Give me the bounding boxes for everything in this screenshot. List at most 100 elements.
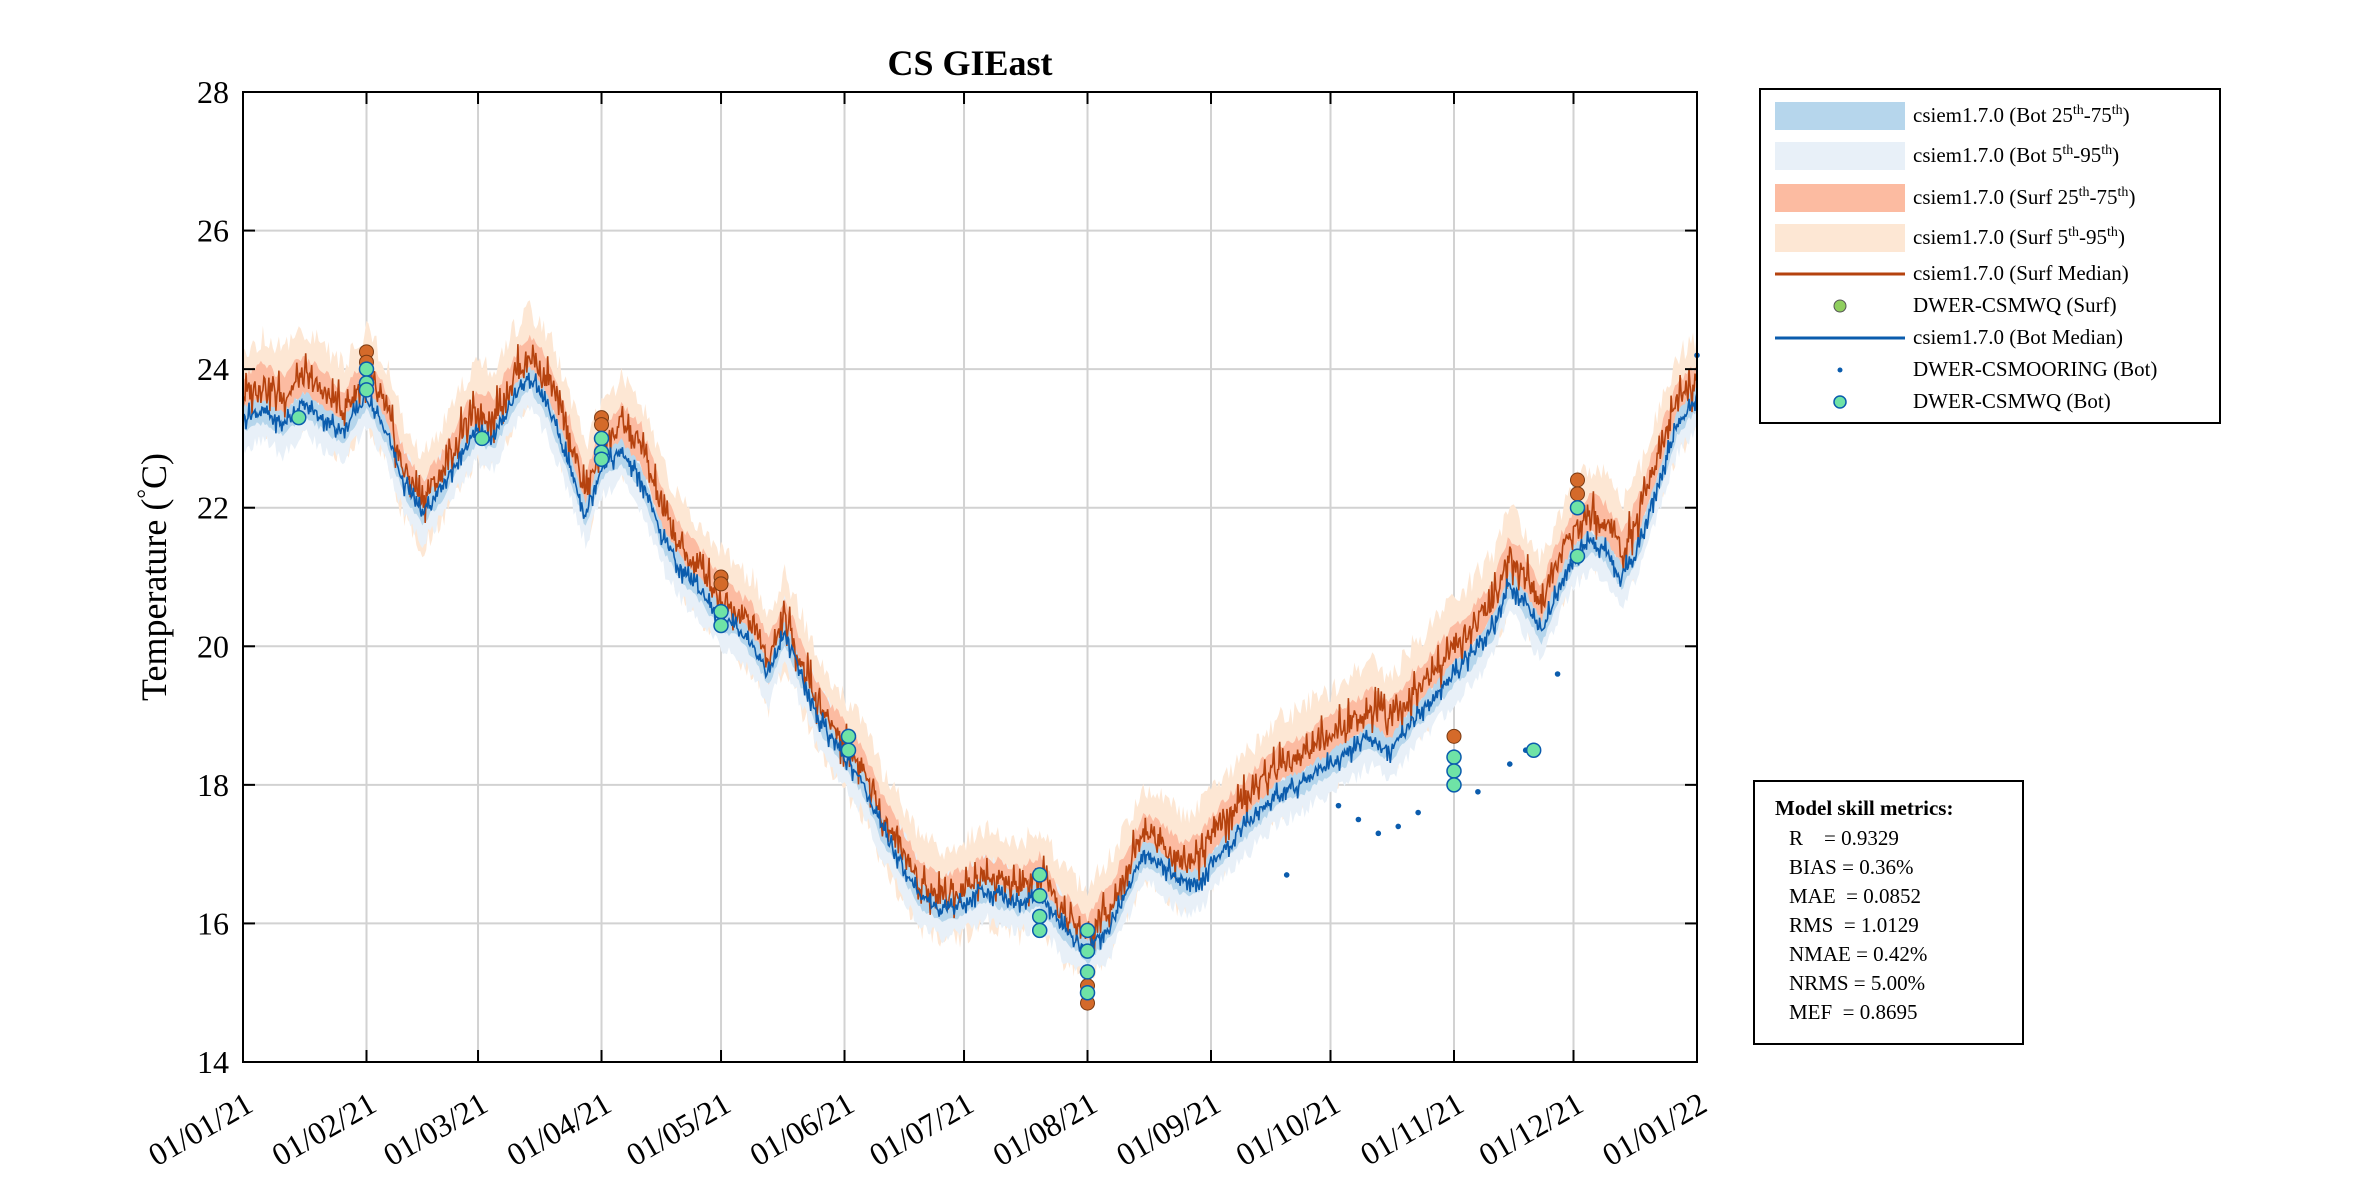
- obs-bot-point: [358, 382, 375, 398]
- legend-item-bot-5-95: csiem1.7.0 (Bot 5th-95th): [1761, 140, 2219, 172]
- mooring-point: [1506, 761, 1513, 767]
- y-tick-label: 24: [197, 351, 229, 387]
- legend-label: DWER-CSMWQ (Bot): [1913, 389, 2111, 413]
- legend-label: csiem1.7.0 (Bot 25th-75th): [1913, 103, 2130, 127]
- mooring-point: [1395, 823, 1402, 830]
- obs-surf-point: [1569, 486, 1585, 502]
- x-tick-label: 01/04/21: [500, 1085, 617, 1173]
- obs-bot-point: [291, 409, 307, 426]
- y-label-degree: °: [134, 489, 160, 499]
- obs-bot-point: [1079, 922, 1096, 939]
- legend-label: csiem1.7.0 (Bot 5th-95th): [1913, 143, 2120, 167]
- legend-item-bot-median: csiem1.7.0 (Bot Median): [1761, 322, 2219, 354]
- x-tick-label: 01/10/21: [1229, 1085, 1346, 1173]
- obs-surf-point: [1446, 728, 1462, 744]
- y-label-unit: C): [134, 453, 174, 489]
- obs-bot-point: [1079, 984, 1096, 1001]
- y-tick-label: 20: [197, 628, 229, 664]
- band-csiem1-7-0-surf-25th-75th-: [243, 334, 1697, 958]
- obs-bot-point: [1079, 964, 1096, 980]
- x-tick-label: 01/12/21: [1472, 1085, 1589, 1173]
- metric-mef: MEF = 0.8695: [1789, 1000, 1918, 1024]
- legend-label: DWER-CSMWQ (Surf): [1913, 293, 2117, 317]
- y-tick-label: 26: [197, 213, 229, 249]
- y-tick-label: 18: [197, 767, 229, 803]
- x-tick-label: 01/03/21: [377, 1085, 494, 1173]
- metric-bias: BIAS = 0.36%: [1789, 855, 1914, 879]
- legend: csiem1.7.0 (Bot 25th-75th) csiem1.7.0 (B…: [1759, 88, 2221, 424]
- x-tick-label: 01/09/21: [1110, 1085, 1227, 1173]
- legend-item-surf-25-75: csiem1.7.0 (Surf 25th-75th): [1761, 182, 2219, 214]
- mooring-point: [1554, 671, 1561, 677]
- obs-bot-point: [593, 451, 610, 467]
- y-axis-label: Temperature (°C): [134, 453, 174, 701]
- metric-mae: MAE = 0.0852: [1789, 884, 1922, 908]
- obs-bot-point: [713, 617, 729, 634]
- obs-bot-point: [1446, 777, 1462, 793]
- legend-item-bot-25-75: csiem1.7.0 (Bot 25th-75th): [1761, 100, 2219, 132]
- x-tick-label: 01/01/22: [1596, 1085, 1713, 1173]
- mooring-point: [1475, 788, 1481, 795]
- obs-surf-point: [713, 576, 729, 592]
- obs-bot-point: [593, 430, 610, 447]
- band-csiem1-7-0-bot-25th-75th-: [243, 366, 1697, 965]
- legend-item-csmwq-surf: DWER-CSMWQ (Surf): [1761, 290, 2219, 322]
- x-tick-label: 01/11/21: [1354, 1085, 1470, 1172]
- skill-metrics-box: Model skill metrics: R = 0.9329 BIAS = 0…: [1753, 780, 2024, 1045]
- legend-item-surf-5-95: csiem1.7.0 (Surf 5th-95th): [1761, 222, 2219, 254]
- metric-nrms: NRMS = 5.00%: [1789, 971, 1926, 995]
- y-tick-label: 14: [197, 1044, 229, 1080]
- obs-bot-point: [474, 430, 490, 447]
- obs-bot-point: [1031, 908, 1048, 925]
- obs-bot-point: [840, 728, 857, 745]
- series-line-csiem1-7-0-surf-median-: [242, 344, 1698, 951]
- x-tick-label: 01/05/21: [620, 1085, 737, 1173]
- obs-surf-point: [1569, 472, 1585, 488]
- metric-nmae: NMAE = 0.42%: [1789, 942, 1928, 966]
- mooring-point: [1375, 830, 1382, 837]
- obs-bot-point: [1446, 763, 1462, 779]
- legend-item-csmooring-bot: DWER-CSMOORING (Bot): [1761, 354, 2219, 386]
- legend-swatch-surf-25-75: [1775, 184, 1905, 212]
- metrics-title: Model skill metrics:: [1775, 796, 1954, 820]
- obs-bot-point: [358, 361, 375, 377]
- legend-label: csiem1.7.0 (Surf 25th-75th): [1913, 185, 2136, 209]
- obs-bot-point: [1446, 749, 1462, 765]
- metric-r: R = 0.9329: [1789, 826, 1899, 850]
- mooring-point: [1335, 802, 1342, 809]
- legend-marker-csmwq-surf: [1833, 299, 1847, 313]
- y-tick-label: 22: [197, 490, 229, 526]
- legend-swatch-surf-5-95: [1775, 224, 1905, 252]
- x-tick-label: 01/02/21: [265, 1085, 382, 1173]
- legend-item-surf-median: csiem1.7.0 (Surf Median): [1761, 258, 2219, 290]
- obs-bot-point: [840, 742, 857, 758]
- mooring-point: [1355, 816, 1362, 823]
- legend-label: DWER-CSMOORING (Bot): [1913, 357, 2158, 381]
- x-tick-label: 01/06/21: [743, 1085, 860, 1173]
- legend-label: csiem1.7.0 (Bot Median): [1913, 325, 2123, 349]
- obs-bot-point: [1031, 867, 1048, 883]
- metric-rms: RMS = 1.0129: [1789, 913, 1919, 937]
- obs-bot-point: [1569, 548, 1586, 564]
- mooring-point: [1283, 872, 1290, 878]
- legend-marker-csmwq-bot: [1833, 395, 1847, 409]
- obs-bot-point: [1569, 499, 1586, 516]
- obs-bot-point: [1031, 887, 1048, 904]
- obs-bot-point: [1079, 943, 1096, 959]
- y-label-text: Temperature (: [134, 499, 174, 701]
- legend-swatch-bot-5-95: [1775, 142, 1905, 170]
- x-tick-label: 01/07/21: [863, 1085, 980, 1173]
- x-tick-label: 01/08/21: [986, 1085, 1103, 1173]
- chart-title: CS GIEast: [887, 43, 1052, 83]
- legend-label: csiem1.7.0 (Surf 5th-95th): [1913, 225, 2125, 249]
- obs-surf-point: [594, 417, 610, 433]
- x-tick-label: 01/01/21: [142, 1085, 259, 1173]
- legend-label: csiem1.7.0 (Surf Median): [1913, 261, 2129, 285]
- y-tick-label: 28: [197, 74, 229, 110]
- obs-bot-point: [1525, 742, 1542, 758]
- legend-marker-csmooring-bot: [1837, 367, 1843, 373]
- legend-item-csmwq-bot: DWER-CSMWQ (Bot): [1761, 386, 2219, 418]
- legend-line-surf-median: [1775, 272, 1905, 276]
- y-tick-label: 16: [197, 905, 229, 941]
